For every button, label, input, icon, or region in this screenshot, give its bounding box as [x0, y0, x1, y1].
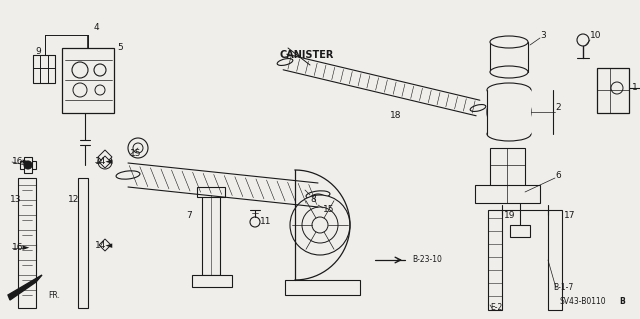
- Text: 13: 13: [10, 196, 22, 204]
- Circle shape: [250, 217, 260, 227]
- Text: 5: 5: [117, 43, 123, 53]
- Ellipse shape: [490, 36, 528, 48]
- Text: 12: 12: [68, 196, 79, 204]
- Text: 15: 15: [130, 149, 141, 158]
- Circle shape: [611, 82, 623, 94]
- Bar: [18, 178, 36, 308]
- Text: 8: 8: [310, 196, 316, 204]
- Circle shape: [290, 195, 350, 255]
- Circle shape: [73, 83, 87, 97]
- Ellipse shape: [306, 191, 330, 199]
- Text: 2: 2: [555, 103, 561, 113]
- Text: B-1-7: B-1-7: [553, 284, 573, 293]
- Bar: [20, 244, 36, 252]
- Bar: [197, 187, 225, 197]
- Bar: [487, 90, 531, 134]
- Text: 17: 17: [564, 211, 575, 219]
- Text: 16►: 16►: [12, 158, 30, 167]
- Text: E-2: E-2: [490, 303, 502, 313]
- Bar: [490, 148, 525, 193]
- Bar: [78, 178, 88, 308]
- Ellipse shape: [116, 171, 140, 179]
- Circle shape: [24, 161, 32, 169]
- Text: 6: 6: [555, 170, 561, 180]
- Text: 4: 4: [94, 24, 100, 33]
- Ellipse shape: [470, 105, 486, 111]
- Circle shape: [302, 207, 338, 243]
- Text: SV43-B0110: SV43-B0110: [560, 298, 607, 307]
- Text: 14◄: 14◄: [95, 158, 113, 167]
- Text: FR.: FR.: [48, 291, 60, 300]
- Bar: [490, 42, 528, 72]
- Circle shape: [487, 90, 531, 134]
- Polygon shape: [99, 156, 111, 168]
- Bar: [24, 157, 32, 173]
- Polygon shape: [98, 150, 112, 164]
- Text: B: B: [619, 298, 625, 307]
- Circle shape: [98, 155, 112, 169]
- Bar: [510, 225, 530, 237]
- Text: 15: 15: [323, 205, 335, 214]
- Circle shape: [312, 199, 324, 211]
- Text: 16►: 16►: [12, 243, 30, 253]
- Text: 14◄: 14◄: [95, 241, 113, 249]
- Text: B-23-10: B-23-10: [412, 256, 442, 264]
- Circle shape: [128, 138, 148, 158]
- Bar: [20, 161, 36, 169]
- Circle shape: [577, 34, 589, 46]
- Bar: [488, 210, 502, 310]
- Bar: [597, 68, 629, 113]
- Circle shape: [312, 217, 328, 233]
- Circle shape: [94, 64, 106, 76]
- Text: 3: 3: [540, 31, 546, 40]
- Bar: [24, 240, 32, 256]
- Ellipse shape: [490, 66, 528, 78]
- Text: CANISTER: CANISTER: [280, 50, 334, 60]
- Circle shape: [133, 143, 143, 153]
- Ellipse shape: [487, 127, 531, 141]
- Polygon shape: [8, 275, 42, 300]
- Text: 19: 19: [504, 211, 515, 219]
- Ellipse shape: [277, 59, 293, 65]
- Text: 7: 7: [186, 211, 192, 219]
- Circle shape: [495, 98, 523, 126]
- Text: 1: 1: [632, 84, 637, 93]
- Text: 10: 10: [590, 31, 602, 40]
- Bar: [548, 210, 562, 310]
- Circle shape: [24, 244, 32, 252]
- Polygon shape: [99, 239, 111, 251]
- Bar: [62, 48, 114, 113]
- Bar: [202, 195, 220, 275]
- Bar: [285, 280, 360, 295]
- Bar: [475, 185, 540, 203]
- Ellipse shape: [487, 83, 531, 97]
- Circle shape: [307, 194, 329, 216]
- Bar: [192, 275, 232, 287]
- Text: 9: 9: [35, 48, 41, 56]
- Text: 11: 11: [260, 218, 271, 226]
- Circle shape: [95, 85, 105, 95]
- Bar: [33, 55, 55, 83]
- Circle shape: [72, 62, 88, 78]
- Text: 18: 18: [390, 110, 401, 120]
